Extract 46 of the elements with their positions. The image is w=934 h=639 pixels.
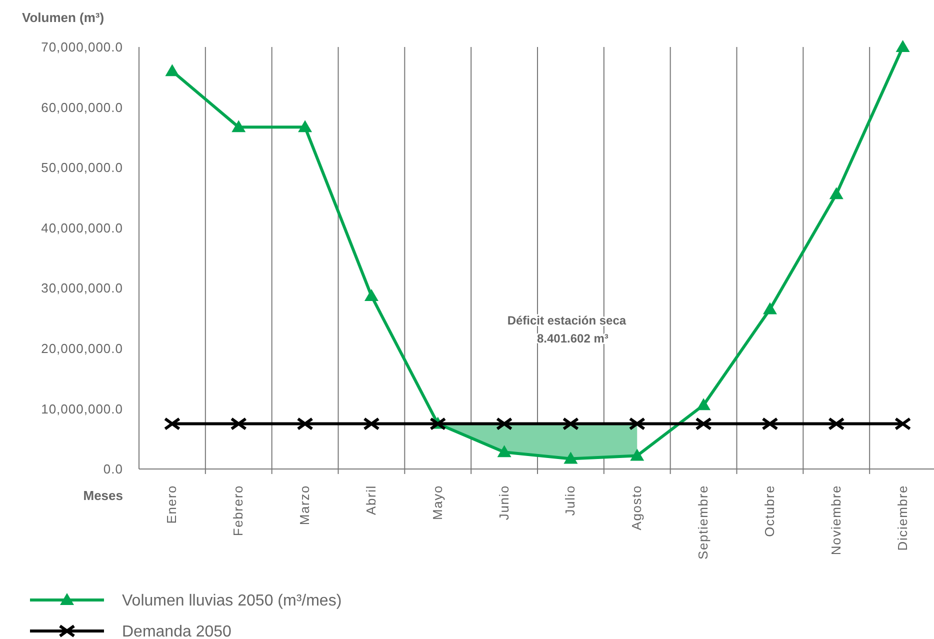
x-axis-title: Meses (83, 488, 123, 503)
x-tick-label: Noviembre (828, 485, 844, 556)
y-tick-label: 20,000,000.0 (41, 340, 123, 356)
x-tick-label: Abril (363, 485, 378, 516)
point (695, 417, 712, 430)
y-tick-label: 60,000,000.0 (41, 100, 123, 115)
y-tick-label: 70,000,000.0 (41, 40, 123, 55)
x-tick-label: Diciembre (894, 485, 910, 551)
point (165, 64, 180, 76)
point (164, 417, 181, 430)
point (364, 288, 378, 301)
point (896, 40, 910, 52)
point (761, 417, 778, 430)
point (296, 417, 314, 430)
y-tick-label: 50,000,000.0 (41, 160, 123, 176)
point (232, 120, 246, 132)
point (762, 302, 777, 314)
x-tick-label: Agosto (629, 485, 644, 530)
x-tick-label: Mayo (430, 485, 445, 520)
point (562, 417, 580, 430)
point (696, 398, 711, 410)
legend-label: Volumen lluvias 2050 (m³/mes) (122, 592, 342, 610)
point (630, 448, 644, 461)
point (628, 417, 646, 430)
y-tick-label: 0.0 (103, 462, 123, 477)
point (894, 417, 912, 430)
point (828, 417, 845, 430)
x-tick-label: Enero (164, 485, 180, 524)
point (496, 417, 513, 430)
x-tick-label: Junio (496, 485, 512, 520)
x-tick-label: Marzo (297, 485, 312, 526)
x-tick-label: Febrero (230, 485, 246, 536)
x-tick-label: Septiembre (696, 485, 711, 560)
legend-label: Demanda 2050 (122, 624, 232, 639)
y-axis-title: Volumen (m³) (22, 10, 104, 25)
point (564, 452, 578, 464)
x-tick-label: Julio (562, 485, 578, 516)
y-tick-label: 10,000,000.0 (41, 401, 123, 416)
y-tick-label: 40,000,000.0 (41, 220, 123, 236)
point (230, 417, 248, 430)
point (497, 445, 512, 458)
y-tick-label: 30,000,000.0 (41, 280, 123, 296)
point (829, 187, 844, 200)
point (298, 120, 312, 132)
x-tick-label: Octubre (762, 485, 777, 537)
point (362, 417, 380, 430)
